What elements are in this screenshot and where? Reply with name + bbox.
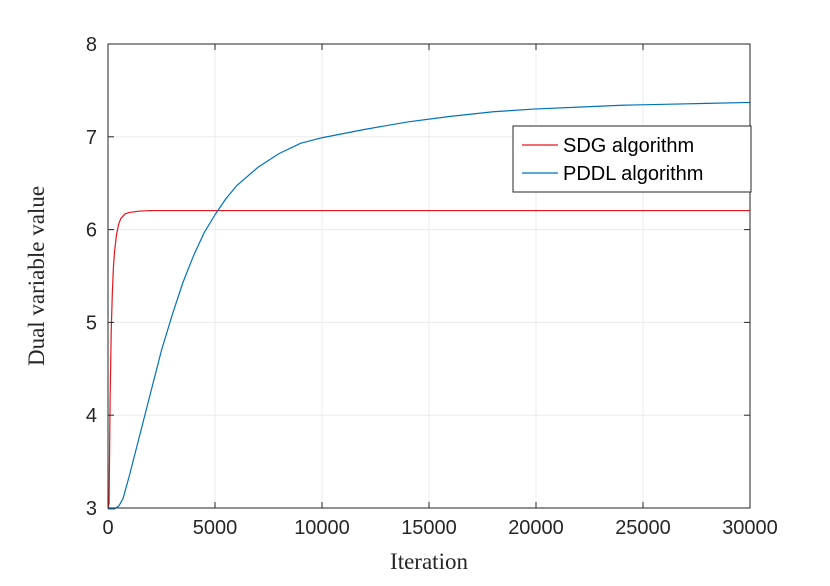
x-tick-label: 20000	[508, 517, 564, 539]
x-tick-label: 30000	[722, 517, 778, 539]
legend-box	[512, 125, 752, 193]
y-tick-label: 5	[86, 312, 97, 334]
y-tick-label: 6	[86, 220, 97, 242]
x-tick-label: 25000	[615, 517, 671, 539]
x-tick-labels: 0 5000 10000 15000 20000 25000 30000	[102, 517, 777, 539]
x-tick-label: 10000	[294, 517, 350, 539]
sdg-series-line	[107, 209, 750, 509]
y-tick-label: 3	[86, 498, 97, 520]
x-tick-label: 0	[102, 517, 113, 539]
y-tick-labels: 3 4 5 6 7 8	[86, 34, 97, 520]
y-tick-label: 8	[86, 34, 97, 56]
grid-lines	[108, 44, 750, 508]
legend: SDG algorithm PDDL algorithm	[512, 125, 752, 193]
pddl-series-line	[108, 101, 751, 510]
x-tick-label: 15000	[401, 517, 457, 539]
y-tick-label: 7	[86, 127, 97, 149]
x-axis-label: Iteration	[390, 549, 468, 574]
legend-label-sdg: SDG algorithm	[563, 135, 694, 157]
series-lines	[107, 101, 751, 510]
x-tick-label: 5000	[193, 517, 238, 539]
legend-label-pddl: PDDL algorithm	[563, 163, 703, 185]
y-axis-label: Dual variable value	[24, 186, 49, 366]
y-tick-label: 4	[86, 405, 97, 427]
